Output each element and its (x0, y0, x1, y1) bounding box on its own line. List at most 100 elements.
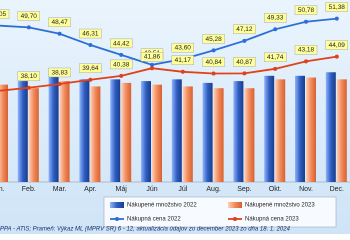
x-tick-label: Júl (178, 186, 187, 193)
point (334, 54, 339, 59)
value-label-box (233, 57, 256, 67)
point (88, 77, 93, 82)
bar (275, 79, 286, 182)
value-label-box (294, 45, 318, 55)
x-tick-label: Apr. (84, 186, 97, 193)
point (119, 73, 124, 78)
x-tick-label: Okt. (269, 186, 282, 193)
value-label-box (233, 24, 256, 35)
bar (141, 81, 151, 182)
point (334, 16, 339, 21)
x-tick-label: Nov. (299, 186, 313, 193)
value-label: 41,17 (175, 57, 192, 64)
bar (17, 81, 28, 182)
value-label: 46,31 (82, 30, 99, 37)
line (0, 55, 337, 92)
point (242, 38, 247, 43)
x-tick-label: Jún (146, 186, 157, 193)
value-label-box (109, 59, 133, 70)
value-label-box (264, 52, 287, 63)
bar (152, 84, 162, 182)
bar (202, 82, 213, 182)
legend-swatch (110, 202, 124, 208)
legend-box (103, 196, 337, 228)
value-label: 49,70 (21, 13, 38, 20)
legend-label: Nákupná cena 2023 (245, 217, 299, 223)
value-label-box (79, 28, 102, 39)
value-label: 41,86 (144, 54, 161, 61)
bar (110, 79, 121, 182)
x-tick-label: Dec. (330, 186, 344, 193)
value-label: 43,60 (175, 45, 192, 52)
point (273, 27, 278, 32)
point (304, 59, 308, 64)
point (88, 43, 93, 48)
point (304, 19, 308, 24)
value-label-box (171, 42, 195, 53)
point (150, 62, 154, 67)
point (150, 66, 154, 71)
value-label-box (48, 17, 71, 27)
point (26, 85, 31, 90)
value-label-box (202, 57, 225, 67)
value-label: 50,05 (0, 11, 7, 18)
point (273, 66, 278, 71)
legend-label: Nákupené množstvo 2022 (127, 203, 197, 209)
bar (171, 79, 182, 182)
value-label: 47,12 (236, 26, 253, 33)
point (180, 69, 185, 74)
legend-label: Nákupené množstvo 2023 (245, 203, 315, 209)
value-label: 48,47 (51, 19, 68, 26)
value-label: 50,78 (298, 7, 315, 14)
value-label-box (264, 13, 287, 23)
point (119, 52, 124, 57)
value-label: 43,18 (298, 47, 315, 54)
value-label: 38,10 (21, 73, 38, 80)
source-note: PPA - ATIS; Prameň: Výkaz ML (MPRV SR) 6… (0, 227, 291, 233)
bar (264, 75, 275, 182)
x-tick-label: Máj (116, 186, 128, 193)
bar (306, 77, 316, 182)
value-label: 51,38 (329, 4, 346, 11)
x-tick-label: Feb. (22, 186, 36, 193)
value-label: 40,84 (205, 59, 222, 66)
value-label-box (0, 9, 10, 19)
line (0, 17, 337, 66)
value-label: 49,33 (267, 15, 284, 22)
value-label: 44,09 (329, 42, 346, 49)
x-tick-label: Sep. (237, 186, 251, 193)
chart: PPA - ATIS; Prameň: Výkaz ML (MPRV SR) 6… (0, 0, 350, 234)
x-tick-label: Aug. (206, 186, 220, 193)
bar (182, 86, 193, 182)
bar (48, 72, 59, 182)
point (242, 71, 247, 76)
bar (336, 79, 347, 182)
bar (59, 81, 70, 182)
value-label-box (171, 55, 195, 65)
bar (28, 88, 39, 182)
bar (244, 88, 255, 182)
point (26, 25, 31, 30)
point (57, 81, 62, 86)
legend-label: Nákupná cena 2022 (127, 217, 181, 223)
point (211, 48, 216, 53)
point (57, 31, 62, 36)
value-label-box (79, 63, 102, 73)
page: {"chart_data": { "type": "combo", "categ… (0, 0, 350, 234)
bar (121, 82, 132, 182)
bar (79, 79, 90, 182)
value-label-box (17, 11, 40, 21)
value-label: 41,74 (267, 54, 284, 61)
x-tick-label: Mar. (53, 186, 67, 193)
value-label: 38,83 (51, 69, 68, 76)
legend-marker (233, 217, 237, 221)
value-label-box (17, 71, 40, 81)
bar (213, 88, 224, 182)
value-label-box (109, 38, 133, 49)
value-label-box (202, 34, 225, 44)
value-label-box (325, 40, 348, 50)
bar (325, 72, 336, 182)
value-label: 40,38 (113, 61, 130, 68)
bar (90, 86, 101, 182)
x-tick-label: Jan. (0, 186, 5, 193)
